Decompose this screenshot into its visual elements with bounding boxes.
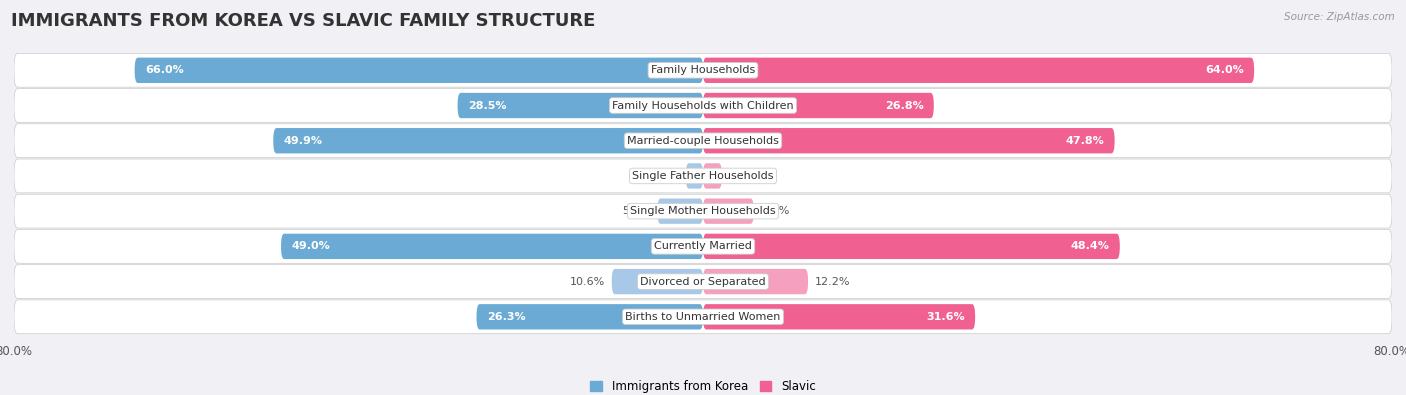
FancyBboxPatch shape <box>14 194 1392 228</box>
Text: 49.0%: 49.0% <box>291 241 330 251</box>
Text: Family Households: Family Households <box>651 65 755 75</box>
Text: 64.0%: 64.0% <box>1205 65 1244 75</box>
Text: 2.2%: 2.2% <box>728 171 758 181</box>
Text: Births to Unmarried Women: Births to Unmarried Women <box>626 312 780 322</box>
FancyBboxPatch shape <box>14 229 1392 263</box>
FancyBboxPatch shape <box>14 300 1392 334</box>
Text: Divorced or Separated: Divorced or Separated <box>640 276 766 287</box>
Text: 5.9%: 5.9% <box>761 206 789 216</box>
Text: IMMIGRANTS FROM KOREA VS SLAVIC FAMILY STRUCTURE: IMMIGRANTS FROM KOREA VS SLAVIC FAMILY S… <box>11 12 596 30</box>
FancyBboxPatch shape <box>135 58 703 83</box>
FancyBboxPatch shape <box>703 198 754 224</box>
FancyBboxPatch shape <box>612 269 703 294</box>
Text: Source: ZipAtlas.com: Source: ZipAtlas.com <box>1284 12 1395 22</box>
FancyBboxPatch shape <box>703 304 976 329</box>
FancyBboxPatch shape <box>273 128 703 153</box>
Text: 10.6%: 10.6% <box>569 276 605 287</box>
Text: 26.8%: 26.8% <box>884 100 924 111</box>
Text: 66.0%: 66.0% <box>145 65 184 75</box>
FancyBboxPatch shape <box>703 234 1119 259</box>
FancyBboxPatch shape <box>14 88 1392 122</box>
Text: 31.6%: 31.6% <box>927 312 965 322</box>
FancyBboxPatch shape <box>703 93 934 118</box>
FancyBboxPatch shape <box>14 265 1392 299</box>
FancyBboxPatch shape <box>703 128 1115 153</box>
Text: 2.0%: 2.0% <box>651 171 679 181</box>
Text: 12.2%: 12.2% <box>815 276 851 287</box>
FancyBboxPatch shape <box>703 163 721 189</box>
FancyBboxPatch shape <box>14 124 1392 158</box>
FancyBboxPatch shape <box>658 198 703 224</box>
Text: Currently Married: Currently Married <box>654 241 752 251</box>
Text: 48.4%: 48.4% <box>1070 241 1109 251</box>
FancyBboxPatch shape <box>686 163 703 189</box>
FancyBboxPatch shape <box>477 304 703 329</box>
Text: 47.8%: 47.8% <box>1066 136 1104 146</box>
Text: 5.3%: 5.3% <box>623 206 651 216</box>
Text: 49.9%: 49.9% <box>284 136 322 146</box>
Text: Single Mother Households: Single Mother Households <box>630 206 776 216</box>
Text: Single Father Households: Single Father Households <box>633 171 773 181</box>
Text: Married-couple Households: Married-couple Households <box>627 136 779 146</box>
Text: 26.3%: 26.3% <box>486 312 526 322</box>
Legend: Immigrants from Korea, Slavic: Immigrants from Korea, Slavic <box>586 376 820 395</box>
FancyBboxPatch shape <box>457 93 703 118</box>
FancyBboxPatch shape <box>14 159 1392 193</box>
FancyBboxPatch shape <box>703 269 808 294</box>
FancyBboxPatch shape <box>703 58 1254 83</box>
Text: Family Households with Children: Family Households with Children <box>612 100 794 111</box>
Text: 28.5%: 28.5% <box>468 100 506 111</box>
FancyBboxPatch shape <box>281 234 703 259</box>
FancyBboxPatch shape <box>14 53 1392 87</box>
